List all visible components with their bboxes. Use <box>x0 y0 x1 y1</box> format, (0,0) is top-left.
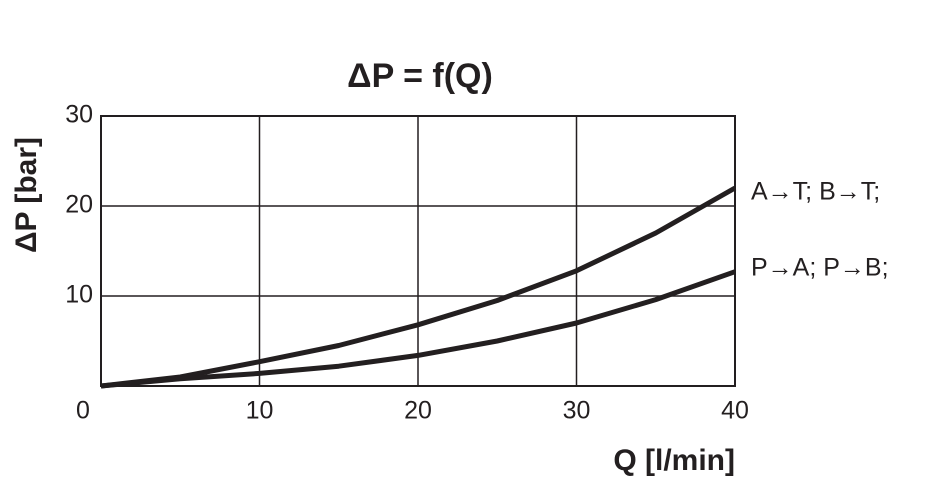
y-axis-label: ΔP [bar] <box>10 137 43 253</box>
y-tick-label: 10 <box>65 281 93 309</box>
x-axis-label: Q [l/min] <box>613 444 735 477</box>
chart-title: ΔP = f(Q) <box>347 57 493 95</box>
y-tick-label: 20 <box>65 191 93 219</box>
x-tick-label: 10 <box>246 397 274 425</box>
legend-label: P→A; P→B; <box>751 253 889 281</box>
x-tick-label: 20 <box>404 397 432 425</box>
y-tick-label: 30 <box>65 101 93 129</box>
data-line <box>100 185 737 389</box>
x-tick-label: 40 <box>721 397 749 425</box>
x-tick-label: 0 <box>76 397 90 425</box>
legend-label: A→T; B→T; <box>751 178 880 206</box>
data-line <box>100 269 736 389</box>
x-tick-label: 30 <box>563 397 591 425</box>
